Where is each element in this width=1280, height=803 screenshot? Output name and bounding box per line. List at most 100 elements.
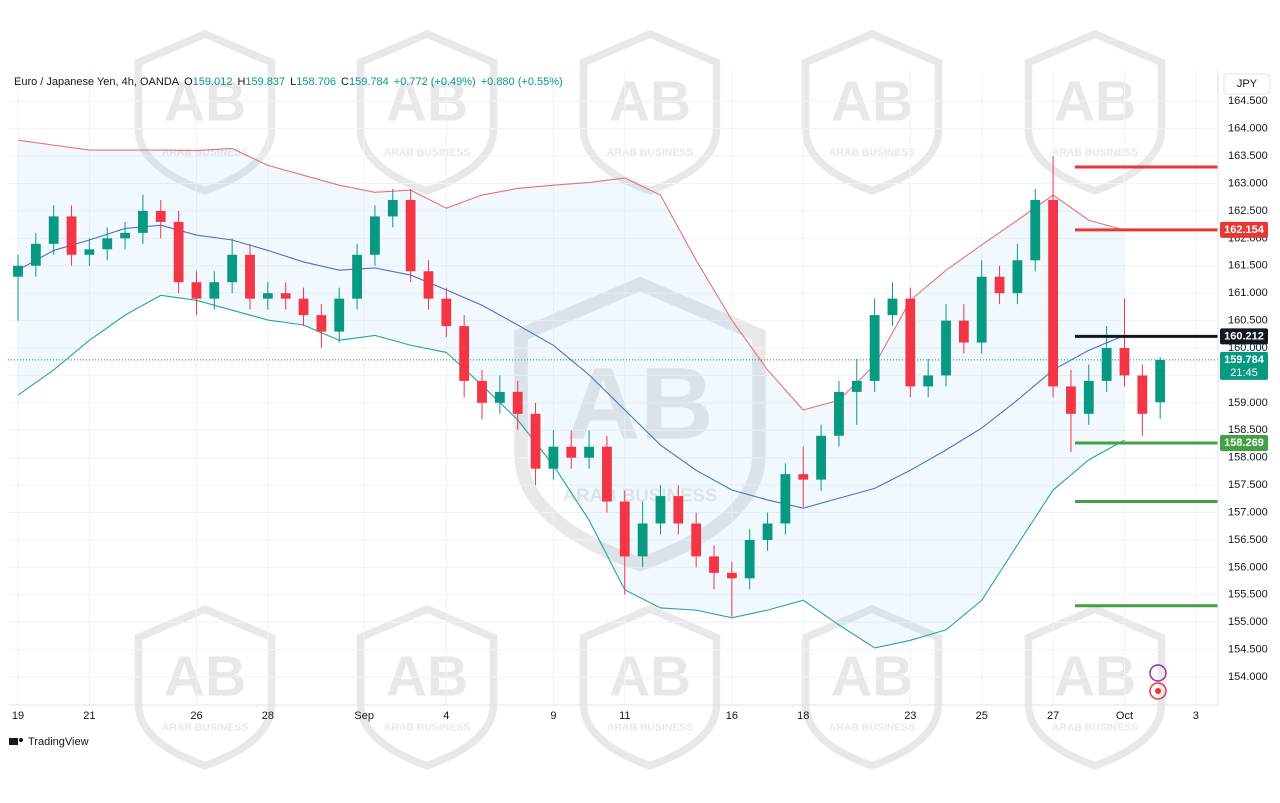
x-tick-label: 25 <box>976 710 988 722</box>
grid <box>8 70 1218 705</box>
candle-body <box>619 501 630 557</box>
y-tick-label: 164.000 <box>1228 123 1268 135</box>
candle-body <box>762 523 773 540</box>
branding: TradingView <box>28 736 89 748</box>
y-tick-label: 157.000 <box>1228 506 1268 518</box>
header-key: C <box>341 76 349 88</box>
watermark-logo: AB <box>566 346 713 460</box>
candle-body <box>584 446 594 458</box>
level-tag <box>1220 434 1268 451</box>
watermark-name: ARAB BUSINESS <box>384 723 470 734</box>
record-icon[interactable] <box>1149 682 1167 700</box>
watermark: AB ARAB BUSINESS <box>356 604 498 770</box>
watermark-logo: AB <box>609 644 691 708</box>
watermark-name: ARAB BUSINESS <box>829 148 915 159</box>
candle-body <box>173 221 184 283</box>
x-tick-label: 23 <box>904 710 916 722</box>
alert-icon[interactable] <box>1149 664 1167 682</box>
y-tick-label: 155.500 <box>1228 589 1268 601</box>
y-tick-label: 157.500 <box>1228 479 1268 491</box>
header-key: H <box>237 76 245 88</box>
x-tick-label: Sep <box>354 710 374 722</box>
watermark-logo: AB <box>831 644 913 708</box>
candle-body <box>298 298 309 316</box>
candle-body <box>1030 199 1041 261</box>
watermark-shield <box>579 29 721 195</box>
x-tick-label: 3 <box>1193 710 1199 722</box>
x-tick-label: 18 <box>797 710 809 722</box>
candle-body <box>494 391 505 403</box>
candle-body <box>66 216 77 255</box>
watermark: AB ARAB BUSINESS <box>801 604 943 770</box>
y-tick-label: 154.000 <box>1228 671 1268 683</box>
x-tick-label: 26 <box>190 710 202 722</box>
candle-body <box>726 572 737 579</box>
x-tick-label: Oct <box>1116 710 1133 722</box>
candle-body <box>1048 199 1059 387</box>
header-value: 159.012 <box>193 76 233 88</box>
candle-body <box>1119 348 1130 376</box>
y-tick-label: 156.000 <box>1228 561 1268 573</box>
y-tick-label: 155.000 <box>1228 616 1268 628</box>
header-value: 159.837 <box>245 76 285 88</box>
candle-body <box>816 435 826 480</box>
candle-body <box>602 446 612 502</box>
watermark-name: ARAB BUSINESS <box>1052 723 1138 734</box>
candle-body <box>851 380 862 392</box>
watermark-name: ARAB BUSINESS <box>384 148 470 159</box>
watermark-name: ARAB BUSINESS <box>607 148 693 159</box>
candle-body <box>1101 348 1112 381</box>
watermark: AB ARAB BUSINESS <box>1024 604 1166 770</box>
candle-body <box>869 315 880 381</box>
level-tag-label: 160.212 <box>1224 330 1264 342</box>
candle-body <box>370 216 380 255</box>
candle-body <box>138 210 148 233</box>
watermark-name: ARAB BUSINESS <box>607 723 693 734</box>
candle-body <box>245 254 255 299</box>
candle-body <box>744 539 755 579</box>
level-tag-label: 162.154 <box>1224 224 1265 236</box>
y-tick-label: 160.500 <box>1228 315 1268 327</box>
watermark-shield <box>356 29 498 195</box>
currency: JPY <box>1237 78 1258 90</box>
candle-body <box>958 320 969 343</box>
candle-body <box>120 232 130 239</box>
watermark-shield <box>134 604 276 770</box>
logo-mark <box>9 738 18 745</box>
candle-body <box>548 446 559 469</box>
candle-body <box>834 391 844 436</box>
watermark-logo: AB <box>164 644 246 708</box>
currency-box <box>1223 73 1271 95</box>
y-tick-label: 154.500 <box>1228 644 1268 656</box>
candle-body <box>227 254 238 283</box>
candle-body <box>673 496 684 524</box>
watermark: AB ARAB BUSINESS <box>134 604 276 770</box>
watermark-name: ARAB BUSINESS <box>162 148 248 159</box>
record-dot <box>1155 688 1161 694</box>
x-tick-label: 19 <box>12 710 24 722</box>
y-tick-label: 158.000 <box>1228 452 1268 464</box>
band-fill <box>17 140 1125 648</box>
candle-body <box>1012 260 1023 294</box>
candle-body <box>1066 386 1076 414</box>
watermark-name: ARAB BUSINESS <box>162 723 248 734</box>
candle-body <box>1083 380 1094 414</box>
x-tick-label: 9 <box>550 710 556 722</box>
candle-body <box>780 474 791 524</box>
candle-body <box>30 243 41 266</box>
y-tick-label: 163.000 <box>1228 177 1268 189</box>
candle-body <box>923 375 934 387</box>
candle-body <box>459 326 470 381</box>
candle-body <box>709 556 719 573</box>
y-tick-label: 160.000 <box>1228 342 1268 354</box>
candle-body <box>637 523 648 557</box>
y-tick-label: 164.500 <box>1228 95 1268 107</box>
price-tag <box>1220 351 1268 380</box>
watermark-shield <box>1024 604 1166 770</box>
level-tag-label: 158.269 <box>1224 437 1264 449</box>
header-value: 159.784 <box>349 76 389 88</box>
candle-body <box>387 199 398 217</box>
candle-body <box>798 474 809 480</box>
y-tick-label: 163.500 <box>1228 150 1268 162</box>
